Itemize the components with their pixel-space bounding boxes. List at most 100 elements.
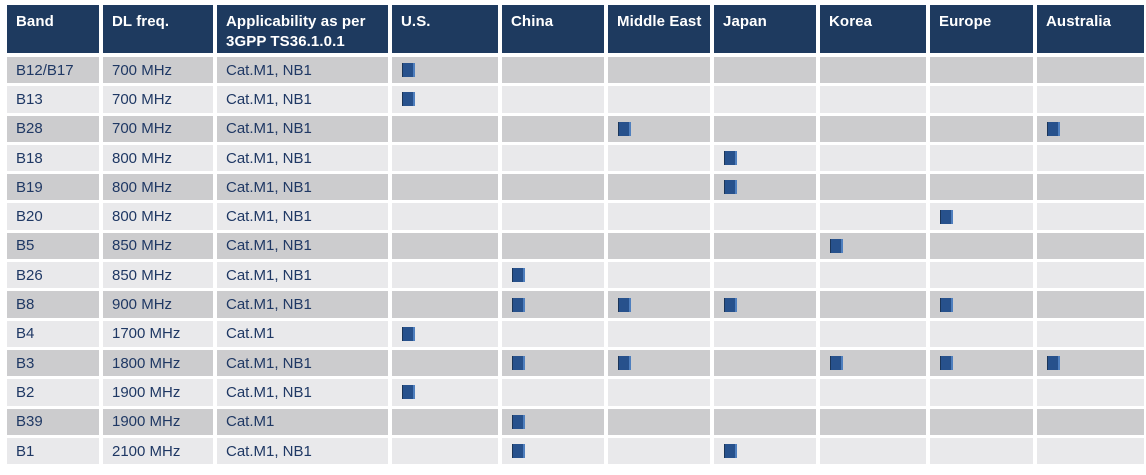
cell-region-middle-east bbox=[608, 144, 710, 172]
applicability-marker-icon bbox=[1047, 356, 1060, 371]
applicability-marker-icon bbox=[402, 385, 415, 400]
applicability-marker-icon bbox=[1047, 121, 1060, 136]
applicability-marker-icon bbox=[618, 121, 631, 136]
cell-dl-freq: 700 MHz bbox=[103, 86, 213, 113]
applicability-marker-icon bbox=[512, 297, 525, 312]
cell-region-korea bbox=[820, 349, 926, 377]
cell-region-middle-east bbox=[608, 437, 710, 465]
cell-region-middle-east bbox=[608, 379, 710, 406]
cell-region-middle-east bbox=[608, 262, 710, 289]
applicability-marker-icon bbox=[402, 63, 415, 78]
cell-region-australia bbox=[1037, 86, 1144, 113]
cell-band: B18 bbox=[7, 144, 99, 172]
cell-applicability: Cat.M1, NB1 bbox=[217, 437, 388, 465]
cell-region-korea bbox=[820, 291, 926, 318]
cell-region-korea bbox=[820, 86, 926, 113]
applicability-marker-icon bbox=[724, 180, 737, 195]
cell-region-u-s bbox=[392, 379, 498, 406]
cell-region-japan bbox=[714, 203, 816, 230]
cell-applicability: Cat.M1, NB1 bbox=[217, 262, 388, 289]
applicability-marker-icon bbox=[512, 268, 525, 283]
cell-applicability: Cat.M1, NB1 bbox=[217, 291, 388, 318]
cell-region-middle-east bbox=[608, 408, 710, 435]
cell-region-u-s bbox=[392, 320, 498, 347]
cell-region-u-s bbox=[392, 232, 498, 260]
cell-region-japan bbox=[714, 437, 816, 465]
cell-dl-freq: 1700 MHz bbox=[103, 320, 213, 347]
cell-band: B2 bbox=[7, 379, 99, 406]
cell-dl-freq: 1900 MHz bbox=[103, 379, 213, 406]
cell-region-u-s bbox=[392, 408, 498, 435]
cell-region-middle-east bbox=[608, 57, 710, 84]
cell-region-korea bbox=[820, 203, 926, 230]
cell-region-u-s bbox=[392, 262, 498, 289]
applicability-marker-icon bbox=[618, 297, 631, 312]
cell-region-china bbox=[502, 86, 604, 113]
cell-applicability: Cat.M1, NB1 bbox=[217, 232, 388, 260]
cell-region-korea bbox=[820, 115, 926, 142]
cell-applicability: Cat.M1, NB1 bbox=[217, 349, 388, 377]
cell-region-japan bbox=[714, 174, 816, 201]
cell-band: B13 bbox=[7, 86, 99, 113]
cell-region-australia bbox=[1037, 408, 1144, 435]
cell-region-middle-east bbox=[608, 320, 710, 347]
applicability-marker-icon bbox=[724, 151, 737, 166]
cell-band: B4 bbox=[7, 320, 99, 347]
cell-region-u-s bbox=[392, 86, 498, 113]
applicability-marker-icon bbox=[512, 414, 525, 429]
cell-applicability: Cat.M1, NB1 bbox=[217, 203, 388, 230]
cell-region-middle-east bbox=[608, 291, 710, 318]
cell-dl-freq: 700 MHz bbox=[103, 57, 213, 84]
cell-region-europe bbox=[930, 437, 1033, 465]
cell-band: B39 bbox=[7, 408, 99, 435]
cell-region-japan bbox=[714, 115, 816, 142]
cell-region-australia bbox=[1037, 232, 1144, 260]
cell-band: B19 bbox=[7, 174, 99, 201]
column-header-dl-freq: DL freq. bbox=[103, 5, 213, 53]
applicability-marker-icon bbox=[940, 209, 953, 224]
cell-applicability: Cat.M1, NB1 bbox=[217, 57, 388, 84]
cell-region-europe bbox=[930, 379, 1033, 406]
cell-region-middle-east bbox=[608, 174, 710, 201]
cell-region-australia bbox=[1037, 262, 1144, 289]
cell-region-australia bbox=[1037, 379, 1144, 406]
cell-region-australia bbox=[1037, 57, 1144, 84]
cell-band: B12/B17 bbox=[7, 57, 99, 84]
applicability-marker-icon bbox=[512, 444, 525, 458]
cell-band: B20 bbox=[7, 203, 99, 230]
cell-region-korea bbox=[820, 262, 926, 289]
applicability-marker-icon bbox=[940, 356, 953, 371]
cell-region-europe bbox=[930, 320, 1033, 347]
column-header-china: China bbox=[502, 5, 604, 53]
cell-region-china bbox=[502, 349, 604, 377]
column-header-band: Band bbox=[7, 5, 99, 53]
cell-region-u-s bbox=[392, 291, 498, 318]
cell-region-korea bbox=[820, 174, 926, 201]
cell-applicability: Cat.M1, NB1 bbox=[217, 144, 388, 172]
cell-region-korea bbox=[820, 437, 926, 465]
cell-region-china bbox=[502, 437, 604, 465]
cell-dl-freq: 850 MHz bbox=[103, 262, 213, 289]
cell-region-japan bbox=[714, 379, 816, 406]
column-header-korea: Korea bbox=[820, 5, 926, 53]
cell-region-korea bbox=[820, 379, 926, 406]
cell-dl-freq: 850 MHz bbox=[103, 232, 213, 260]
cell-region-china bbox=[502, 262, 604, 289]
cell-region-u-s bbox=[392, 203, 498, 230]
column-header-japan: Japan bbox=[714, 5, 816, 53]
cell-region-japan bbox=[714, 320, 816, 347]
cell-region-japan bbox=[714, 144, 816, 172]
column-header-australia: Australia bbox=[1037, 5, 1144, 53]
cell-region-europe bbox=[930, 86, 1033, 113]
cell-region-u-s bbox=[392, 57, 498, 84]
cell-applicability: Cat.M1, NB1 bbox=[217, 86, 388, 113]
cell-region-europe bbox=[930, 174, 1033, 201]
cell-region-china bbox=[502, 203, 604, 230]
cell-applicability: Cat.M1, NB1 bbox=[217, 174, 388, 201]
cell-region-europe bbox=[930, 349, 1033, 377]
cell-region-australia bbox=[1037, 144, 1144, 172]
cell-band: B8 bbox=[7, 291, 99, 318]
cell-applicability: Cat.M1, NB1 bbox=[217, 379, 388, 406]
cell-region-japan bbox=[714, 291, 816, 318]
cell-region-australia bbox=[1037, 437, 1144, 465]
